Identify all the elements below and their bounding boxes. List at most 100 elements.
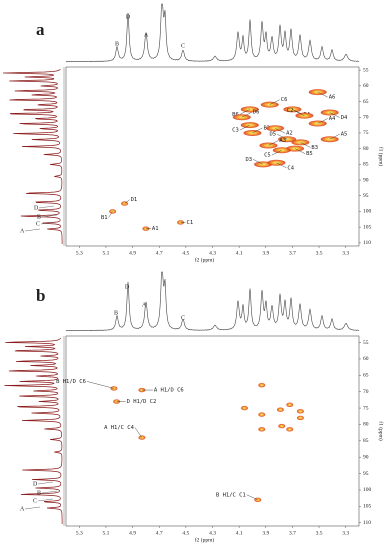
peak-leader <box>276 162 287 168</box>
x-axis-label: f2 (ppm) <box>195 536 215 543</box>
y-tick-label: 110 <box>363 520 371 526</box>
peak-label: B3 <box>311 145 318 151</box>
side-peak-label: D <box>33 481 38 487</box>
cross-peak <box>296 415 304 421</box>
peak-label: C6 <box>281 97 288 103</box>
y-tick-label: 65 <box>363 99 369 105</box>
side-peak-label: B <box>37 490 41 496</box>
x-tick-label: 4.3 <box>209 250 216 256</box>
cross-peak <box>276 407 284 412</box>
peak-leader <box>317 91 328 98</box>
side-peak-label: C <box>33 498 37 504</box>
peak-leader <box>268 140 279 146</box>
y-tick-label: 80 <box>363 422 369 428</box>
side-leader <box>24 228 41 232</box>
x-tick-label: 5.1 <box>103 530 110 536</box>
y-tick-label: 100 <box>363 209 372 215</box>
y-tick-label: 80 <box>363 146 369 152</box>
y-tick-label: 105 <box>363 224 372 230</box>
peak-leader <box>252 127 263 134</box>
peak-label: B H1/C C1 <box>216 492 246 498</box>
cross-peak <box>286 402 294 407</box>
cross-peak <box>240 405 248 411</box>
y-tick-label: 110 <box>363 240 371 246</box>
y-tick-label: 95 <box>363 471 369 477</box>
peak-leader <box>86 381 114 389</box>
peak-label: C5 <box>264 153 271 159</box>
cross-peak <box>286 427 294 432</box>
peak-label: A H1/D C6 <box>154 388 184 394</box>
y-tick-label: 60 <box>363 83 369 89</box>
x-tick-label: 3.3 <box>342 530 349 536</box>
x-tick-label: 3.5 <box>316 530 323 536</box>
peak-label: D4 <box>341 115 348 121</box>
peak-leader <box>269 99 280 105</box>
peak-leader <box>108 211 113 218</box>
top-spectrum <box>65 271 360 332</box>
y-tick-label: 85 <box>363 438 369 444</box>
side-leader <box>37 498 54 502</box>
peak-leader <box>294 148 306 154</box>
side-leader <box>41 214 58 218</box>
x-tick-label: 5.3 <box>76 250 83 256</box>
peak-leader <box>276 134 288 140</box>
y-tick-label: 90 <box>363 454 369 460</box>
y-tick-label: 70 <box>363 115 369 121</box>
x-axis-label: f2 (ppm) <box>195 256 215 263</box>
x-tick-label: 3.7 <box>289 250 296 256</box>
x-tick-label: 4.9 <box>129 530 136 536</box>
peak-leader <box>329 134 340 140</box>
side-leader <box>24 506 41 510</box>
top-peak-label: B <box>115 41 119 47</box>
peak-label: C2 <box>287 108 294 114</box>
y-tick-label: 55 <box>363 340 369 346</box>
x-tick-label: 5.3 <box>76 530 83 536</box>
peak-leader <box>124 199 130 204</box>
peak-leader <box>241 112 252 118</box>
x-tick-label: 3.3 <box>342 250 349 256</box>
cross-peak <box>258 427 266 432</box>
y-tick-label: 60 <box>363 356 369 362</box>
x-tick-label: 4.1 <box>236 250 243 256</box>
peak-label: A3 <box>279 138 286 144</box>
y-axis-label: f1 (ppm) <box>378 421 385 441</box>
panel-letter: a <box>36 20 45 39</box>
x-tick-label: 4.1 <box>236 530 243 536</box>
x-tick-label: 5.1 <box>103 250 110 256</box>
side-leader <box>40 221 57 225</box>
y-tick-label: 65 <box>363 373 369 379</box>
peak-label: A6 <box>329 95 336 101</box>
cross-peak <box>258 412 266 417</box>
peak-label: A H1/C C4 <box>104 425 134 431</box>
x-tick-label: 3.9 <box>262 250 269 256</box>
top-peak-label: B <box>114 310 118 316</box>
peak-leader <box>329 112 340 118</box>
cross-peak <box>278 423 286 429</box>
x-tick-label: 4.7 <box>156 530 163 536</box>
x-tick-label: 4.3 <box>209 530 216 536</box>
x-tick-label: 4.7 <box>156 250 163 256</box>
side-peak-label: D <box>34 205 39 211</box>
y-tick-label: 100 <box>363 487 372 493</box>
side-leader <box>41 490 58 494</box>
side-spectrum <box>4 337 63 524</box>
y-tick-label: 105 <box>363 504 372 510</box>
peak-leader <box>294 110 305 116</box>
panel-letter: b <box>36 286 45 305</box>
y-tick-label: 75 <box>363 130 369 136</box>
top-peak-label: A <box>142 302 147 308</box>
y-tick-label: 95 <box>363 193 369 199</box>
peak-label: C3 <box>232 128 239 134</box>
peak-label: D6 <box>253 110 260 116</box>
peak-leader <box>300 142 311 148</box>
peak-leader <box>271 150 282 156</box>
top-peak-label: D <box>125 284 130 290</box>
side-spectrum <box>2 68 63 244</box>
top-spectrum <box>65 3 360 63</box>
peak-label: D1 <box>131 197 138 203</box>
peak-label: B6 <box>232 112 239 118</box>
top-peak-label: A <box>144 32 149 38</box>
y-tick-label: 70 <box>363 389 369 395</box>
peak-leader <box>317 118 328 124</box>
